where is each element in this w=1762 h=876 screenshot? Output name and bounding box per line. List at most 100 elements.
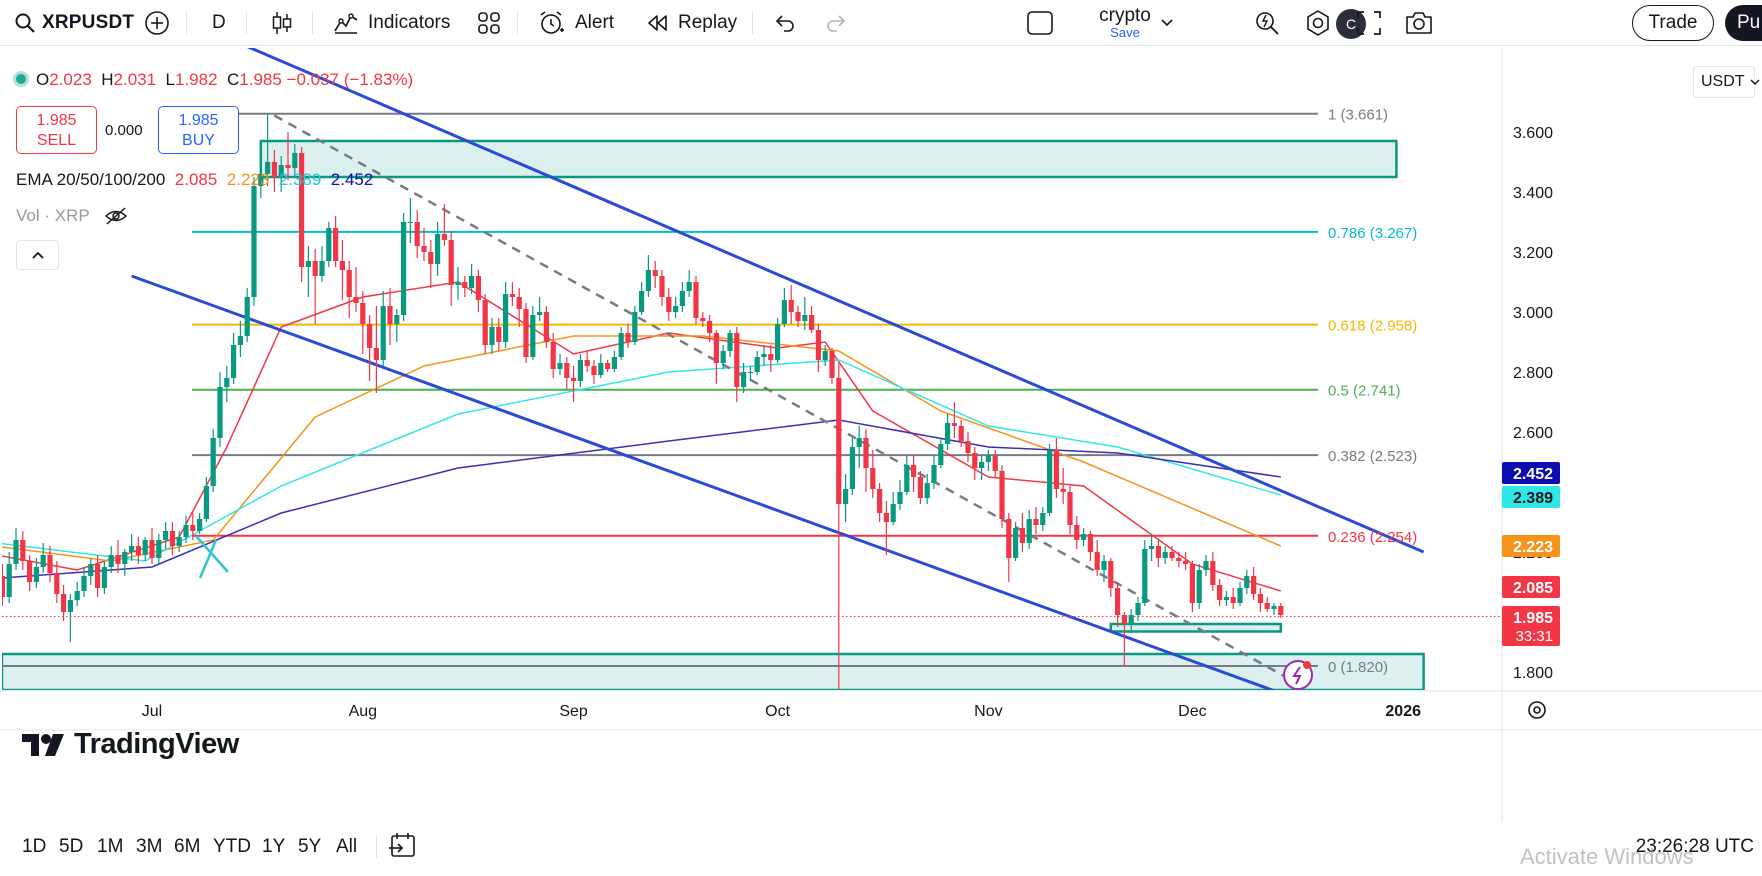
templates-button[interactable] [477, 0, 501, 46]
price-chart[interactable]: 3.6003.4003.2003.0002.8002.6002.4002.200… [0, 48, 1762, 823]
chart-area[interactable]: 3.6003.4003.2003.0002.8002.6002.4002.200… [0, 48, 1762, 876]
currency-label: USDT [1701, 73, 1745, 90]
candle [809, 315, 815, 330]
price-label-bg [1502, 462, 1560, 484]
publish-button[interactable]: Pu [1725, 5, 1762, 41]
candle [713, 333, 719, 363]
range-button-5d[interactable]: 5D [59, 836, 84, 857]
candle [843, 489, 849, 504]
candle [822, 351, 828, 360]
quick-search-button[interactable] [1254, 0, 1280, 46]
layout-menu-button[interactable] [1160, 0, 1174, 46]
redo-button[interactable] [825, 0, 847, 46]
buy-button[interactable]: 1.985 BUY [158, 106, 239, 154]
candle [945, 423, 951, 444]
calendar-goto-icon [388, 833, 416, 863]
candle [1067, 492, 1073, 525]
candle [584, 360, 590, 366]
range-button-6m[interactable]: 6M [174, 836, 201, 857]
candle [489, 327, 495, 345]
price-label-bg [1502, 576, 1560, 598]
range-button-1y[interactable]: 1Y [262, 836, 286, 857]
eye-hidden-icon[interactable] [104, 207, 128, 225]
candle [611, 357, 617, 369]
compare-symbol-button[interactable] [144, 0, 170, 46]
undo-button[interactable] [774, 0, 796, 46]
symbol-search[interactable]: XRPUSDT [14, 0, 134, 46]
utc-clock[interactable]: 23:26:28 UTC [1635, 836, 1754, 857]
candle [890, 504, 896, 522]
demand-zone [2, 652, 1425, 690]
layout-name-button[interactable]: crypto Save [1080, 0, 1170, 46]
candle [387, 306, 393, 324]
candle [645, 270, 651, 291]
candle [88, 564, 94, 576]
candle [700, 318, 706, 321]
fullscreen-button[interactable] [1356, 0, 1382, 46]
candle [448, 240, 454, 285]
range-button-3m[interactable]: 3M [136, 836, 163, 857]
candle [367, 324, 373, 348]
candle [299, 153, 305, 267]
candle [564, 363, 570, 378]
candle [27, 561, 33, 582]
ema-legend[interactable]: EMA 20/50/100/200 2.085 2.223 2.389 2.45… [16, 170, 373, 190]
candle [1278, 606, 1284, 615]
tradingview-watermark[interactable]: TradingView [22, 728, 239, 761]
indicators-label: Indicators [368, 12, 451, 33]
candle [190, 525, 196, 531]
volume-legend[interactable]: Vol · XRP [16, 206, 128, 226]
replay-button[interactable]: Replay [646, 0, 737, 46]
ema20-value: 2.085 [174, 170, 218, 189]
range-button-all[interactable]: All [336, 836, 358, 857]
candle [1053, 450, 1059, 489]
toolbar-divider [186, 12, 187, 34]
candle [509, 294, 515, 297]
candle [951, 423, 957, 426]
candle [958, 426, 964, 441]
candle [1189, 564, 1195, 603]
candle [428, 252, 434, 264]
candle [54, 573, 60, 594]
range-button-ytd[interactable]: YTD [213, 836, 251, 857]
price-tick-label: 3.600 [1513, 125, 1553, 142]
range-button-1m[interactable]: 1M [97, 836, 124, 857]
range-button-5y[interactable]: 5Y [298, 836, 322, 857]
alert-button[interactable]: Alert [538, 0, 614, 46]
settings-button[interactable] [1304, 0, 1332, 46]
goto-date-button[interactable] [388, 832, 416, 864]
replay-label: Replay [678, 12, 738, 33]
candle [319, 261, 325, 276]
sell-button[interactable]: 1.985 SELL [16, 106, 97, 154]
screenshot-button[interactable] [1404, 0, 1434, 46]
candle [673, 306, 679, 312]
top-toolbar: XRPUSDT D Indicators Alert R [0, 0, 1762, 46]
lightning-badge-icon[interactable] [1283, 660, 1313, 690]
gear-icon [1304, 9, 1332, 37]
candle [754, 357, 760, 372]
candle [1013, 528, 1019, 558]
price-tick-label: 3.400 [1513, 185, 1553, 202]
collapse-legend-button[interactable] [16, 240, 59, 270]
interval-button[interactable]: D [212, 0, 226, 46]
layout-toggle-button[interactable] [1026, 0, 1054, 46]
candle [679, 291, 685, 306]
candle [720, 351, 726, 363]
currency-select[interactable]: USDT [1693, 66, 1760, 98]
chart-type-button[interactable] [270, 0, 294, 46]
indicators-button[interactable]: Indicators [333, 0, 450, 46]
candle [496, 327, 502, 342]
range-button-1d[interactable]: 1D [22, 836, 47, 857]
trade-button[interactable]: Trade [1632, 5, 1714, 41]
candle [768, 354, 774, 360]
candle [6, 564, 12, 597]
price-label: 2.452 [1513, 466, 1553, 483]
candle [1115, 588, 1121, 615]
close-value: 1.985 [239, 70, 282, 89]
candle [550, 342, 556, 369]
candle [788, 300, 794, 312]
change-value: −0.037 [286, 70, 340, 89]
low-value: 1.982 [174, 70, 218, 89]
supply-zone [259, 139, 1398, 179]
price-tick-label: 2.800 [1513, 365, 1553, 382]
